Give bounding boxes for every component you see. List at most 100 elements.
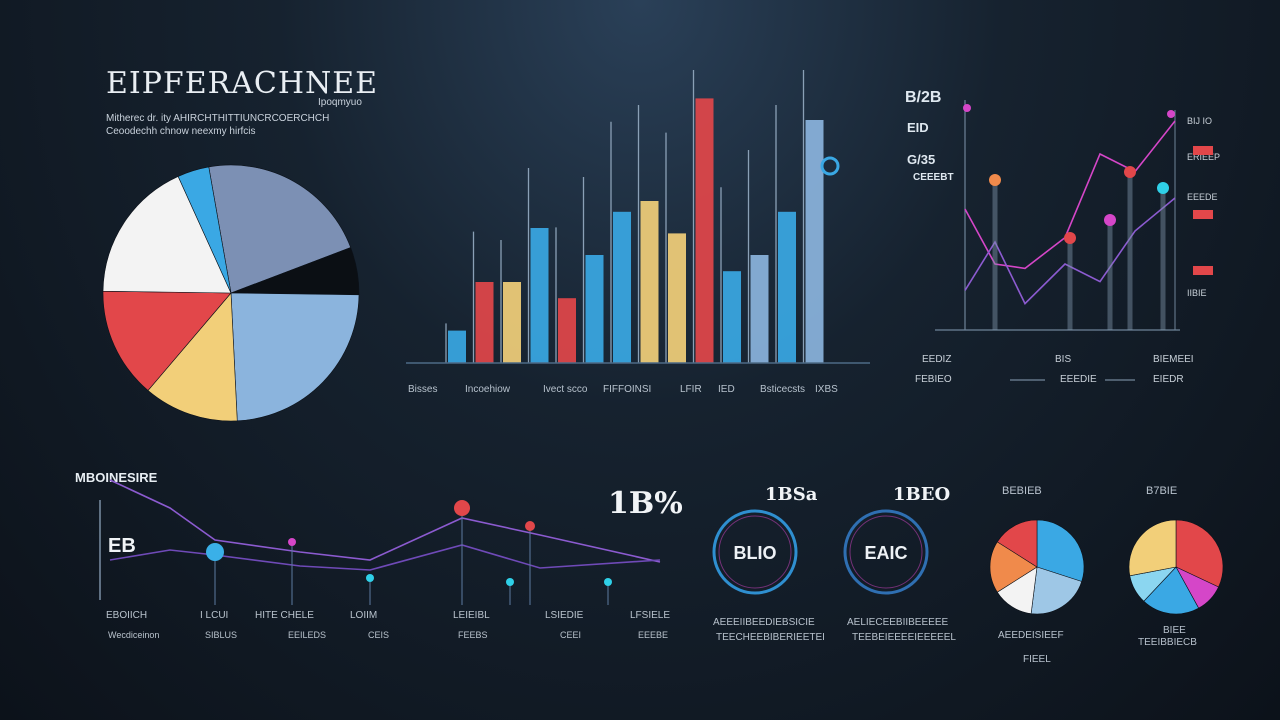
bl-tick-label: LFSIELE (630, 610, 670, 621)
small-pie-2-slice (1143, 566, 1200, 615)
bar-tick-label: IED (718, 384, 735, 395)
bl-tick-label: LEIEIBL (453, 610, 490, 621)
tr-legend-swatch (1193, 146, 1213, 155)
bar (448, 330, 466, 363)
pie-3-label: B7BIE (1146, 485, 1178, 497)
small-pie-1-slice (1030, 566, 1083, 615)
main-pie-slice (230, 292, 360, 422)
header-subtitle-2: Ceoodechh chnow neexmy hirfcis (106, 126, 256, 137)
small-pie-1-slice (1036, 519, 1085, 582)
small-pie-1 (989, 519, 1085, 615)
main-pie-chart (102, 164, 360, 422)
bl-point (454, 500, 470, 516)
tr-legend-swatch (1193, 266, 1213, 275)
bar-tick-label: Bsticecsts (760, 384, 805, 395)
main-pie-slice (102, 176, 232, 294)
line-chart-top-right: B/2B EID G/35 CEEEBT BIJ IO ERIEEP EEEDE IIBIE E… (905, 89, 1220, 385)
tr-legend-label: IIBIE (1187, 288, 1207, 298)
main-pie-slice (147, 292, 238, 422)
pie-2-label: BEBIEB (1002, 485, 1042, 497)
gauge-ring (712, 509, 798, 595)
tr-legend-swatch (1193, 210, 1213, 219)
tr-bottom-label: FEBIEO (915, 374, 952, 385)
small-pie-2 (1128, 519, 1224, 615)
tr-point (1157, 182, 1169, 194)
line-chart-bottom-left: MBOINESIRE EB EBOIICH I LCUI HITE CHELE LOIIM… (75, 470, 670, 640)
gauge-value: BLIO (734, 543, 777, 563)
bar-tick-label: LFIR (680, 384, 702, 395)
tr-bottom-label: EIEDR (1153, 374, 1184, 385)
small-pie-2-slice (1128, 519, 1177, 577)
bl-value-text: EB (108, 535, 136, 557)
bl-sub-label: FEEBS (458, 630, 488, 640)
gauge-1-label: 1BSa (765, 484, 818, 505)
bl-sub-label: Wecdiceinon (108, 630, 159, 640)
bl-tick-label: I LCUI (200, 610, 228, 621)
dashboard-title: EIPFERACHNEE (106, 66, 379, 101)
bar (558, 298, 576, 363)
bl-point (506, 578, 514, 586)
bar (503, 282, 521, 363)
bl-chart-label: MBOINESIRE (75, 470, 158, 485)
bl-series-line (109, 544, 661, 571)
tr-value-text: CEEEBT (913, 172, 954, 183)
bl-sub-label: EEEBE (638, 630, 668, 640)
tr-bottom-label: EEDIZ (922, 354, 951, 365)
bar-tick-label: Ivect scco (543, 384, 588, 395)
bar-tick-label: Bisses (408, 384, 437, 395)
gauge-ring (843, 509, 929, 595)
small-pie-2-slice (1175, 519, 1224, 588)
bar (585, 255, 604, 363)
tr-point (1124, 166, 1136, 178)
bar-chart: Bisses Incoehiow Ivect scco FIFFOINSI LFIR IE… (406, 70, 870, 395)
gauge-2-caption-2: TEEBEIEEEEIEEEEEL (852, 632, 956, 643)
bl-tick-label: LOIIM (350, 610, 377, 621)
bl-sub-label: EEILEDS (288, 630, 326, 640)
pie-3-caption: BIEE (1163, 625, 1186, 636)
tr-legend-label: EEEDE (1187, 192, 1218, 202)
pie-2-caption: AEEDEISIEEF (998, 630, 1064, 641)
tr-bottom-label: BIS (1055, 354, 1071, 365)
bl-sub-label: CEIS (368, 630, 389, 640)
small-pie-1-slice (989, 541, 1038, 593)
bar (750, 255, 769, 363)
tr-value-text: B/2B (905, 89, 941, 106)
tr-bottom-label: BIEMEEI (1153, 354, 1194, 365)
main-pie-slice (177, 166, 232, 294)
tr-series-line (964, 197, 1176, 305)
tr-value-text: G/35 (907, 152, 935, 167)
tr-legend-label: ERIEEP (1187, 152, 1220, 162)
bl-sub-label: SIBLUS (205, 630, 237, 640)
main-pie-slice (102, 290, 232, 391)
bl-series-line (109, 479, 661, 563)
pie-2-caption-2: FIEEL (1023, 654, 1051, 665)
gauge-2-label: 1BEO (893, 484, 951, 505)
tr-point (989, 174, 1001, 186)
bl-point (206, 543, 224, 561)
bar-tick-label: IXBS (815, 384, 838, 395)
tr-point (1104, 214, 1116, 226)
header-subtitle-right: Ipoqmyuo (318, 97, 362, 108)
tr-bottom-label: EEEDIE (1060, 374, 1097, 385)
bar (778, 211, 796, 363)
header-subtitle-1: Mitherec dr. ity AHIRCHTHITTIUNCRCOERCHC… (106, 113, 330, 124)
bl-sub-label: CEEI (560, 630, 581, 640)
gauge-value: EAIC (864, 543, 907, 563)
bl-point (525, 521, 535, 531)
bl-tick-label: LSIEDIE (545, 610, 584, 621)
gauge-2-caption: AELIECEEBIIBEEEEE (847, 617, 949, 628)
pie-3-caption-2: TEEIBBIECB (1138, 637, 1197, 648)
gauge-1-caption: AEEEIIBEEDIEBSICIE (713, 617, 815, 628)
bl-tick-label: EBOIICH (106, 610, 147, 621)
bar (723, 271, 741, 363)
bar (668, 233, 686, 363)
bar (613, 211, 631, 363)
bl-point (366, 574, 374, 582)
bl-point (288, 538, 296, 546)
gauge-headline: 1B% (608, 486, 683, 521)
bl-point (604, 578, 612, 586)
bar (805, 120, 824, 363)
bar-tick-label: FIFFOINSI (603, 384, 651, 395)
bar-tick-label: Incoehiow (465, 384, 511, 395)
bar (530, 228, 549, 363)
